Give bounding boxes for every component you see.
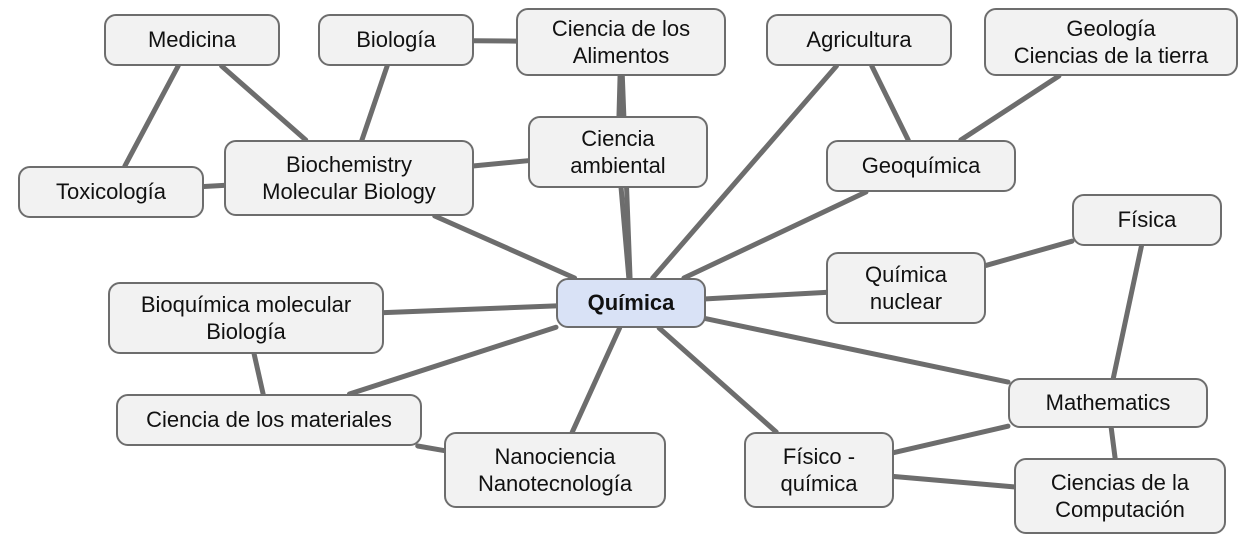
node-fisica: Física <box>1072 194 1222 246</box>
edge-fisquim-compu <box>894 476 1014 486</box>
edge-quimica-nano <box>572 328 619 432</box>
edge-biochem-medicina <box>222 66 306 140</box>
edge-quimnuclear-fisica <box>986 241 1072 265</box>
edge-biochem-biologia <box>362 66 387 140</box>
edge-fisica-math <box>1113 246 1141 378</box>
node-compu: Ciencias de la Computación <box>1014 458 1226 534</box>
node-quimnuclear: Química nuclear <box>826 252 986 324</box>
node-biologia: Biología <box>318 14 474 66</box>
edge-ambiental-alimentos <box>619 76 620 116</box>
edge-math-compu <box>1111 428 1115 458</box>
node-fisquim: Físico - química <box>744 432 894 508</box>
node-materiales: Ciencia de los materiales <box>116 394 422 446</box>
edge-fisquim-math <box>894 426 1008 452</box>
node-nano: Nanociencia Nanotecnología <box>444 432 666 508</box>
edge-quimica-bioqmol <box>384 306 556 313</box>
node-ambiental: Ciencia ambiental <box>528 116 708 188</box>
node-biochem: Biochemistry Molecular Biology <box>224 140 474 216</box>
node-math: Mathematics <box>1008 378 1208 428</box>
edge-quimica-math <box>706 319 1008 382</box>
node-alimentos: Ciencia de los Alimentos <box>516 8 726 76</box>
edge-medicina-toxicologia <box>125 66 178 166</box>
node-quimica: Química <box>556 278 706 328</box>
edge-biochem-toxicologia <box>204 185 224 186</box>
node-agricultura: Agricultura <box>766 14 952 66</box>
diagram-canvas: Medicina Biología Ciencia de los Alimentos… <box>0 0 1260 548</box>
node-medicina: Medicina <box>104 14 280 66</box>
node-geologia: Geología Ciencias de la tierra <box>984 8 1238 76</box>
node-bioqmol: Bioquímica molecular Biología <box>108 282 384 354</box>
node-geoquimica: Geoquímica <box>826 140 1016 192</box>
edge-biochem-ambiental <box>474 161 528 166</box>
edge-materiales-nano <box>418 446 444 451</box>
edge-quimica-biochem <box>435 216 575 278</box>
edge-geoquimica-geologia <box>961 76 1059 140</box>
edge-bioqmol-materiales <box>254 354 263 394</box>
edge-agricultura-geoquimica <box>872 66 908 140</box>
node-toxicologia: Toxicología <box>18 166 204 218</box>
edge-quimica-quimnuclear <box>706 292 826 299</box>
edge-quimica-fisquim <box>659 328 776 432</box>
